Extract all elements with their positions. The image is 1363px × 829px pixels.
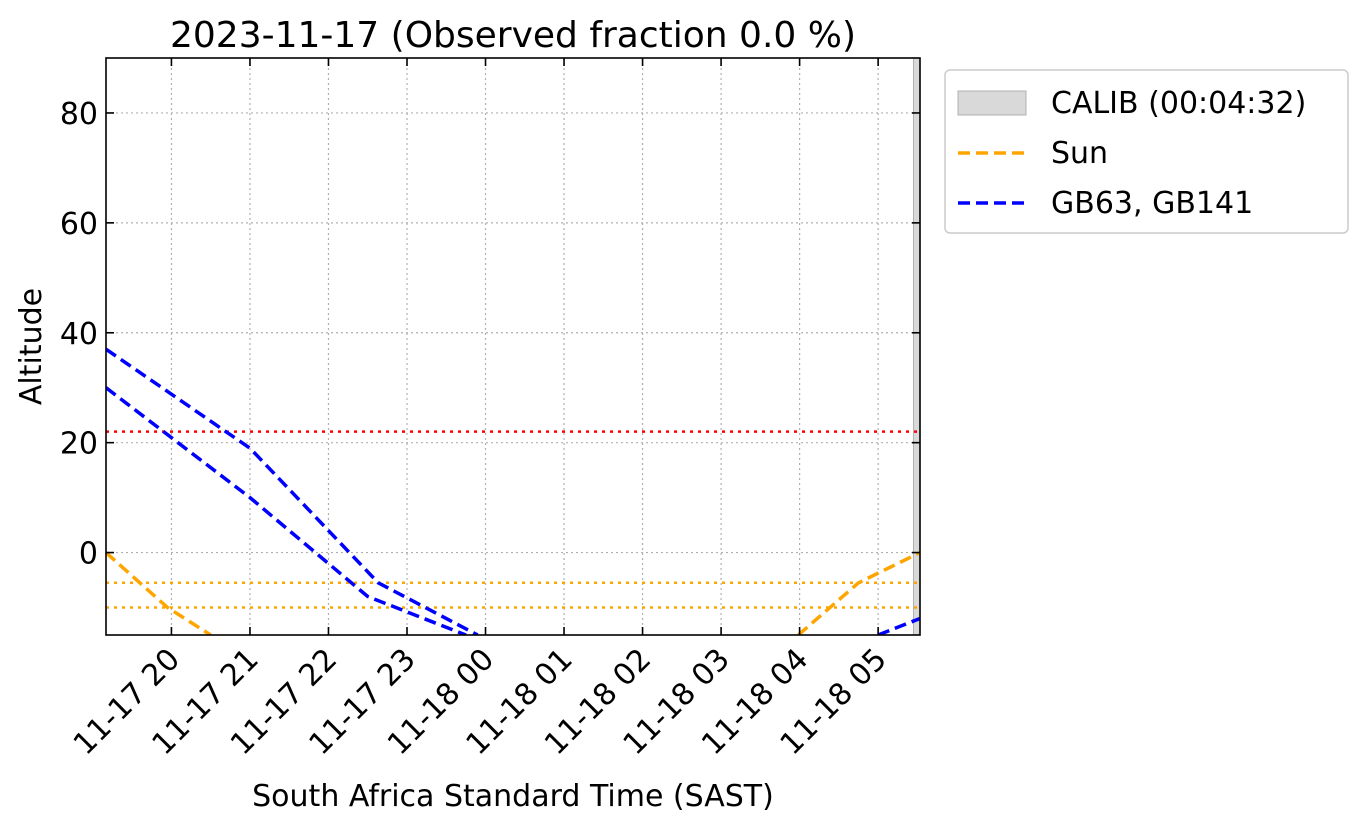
legend: CALIB (00:04:32) Sun GB63, GB141	[944, 69, 1349, 234]
y-tick-label: 20	[60, 427, 98, 462]
sun-altitude-line	[797, 551, 920, 635]
x-axis-title: South Africa Standard Time (SAST)	[252, 779, 774, 814]
legend-box	[944, 69, 1349, 234]
y-tick-label: 0	[79, 537, 98, 572]
y-tick-label: 60	[60, 207, 98, 242]
y-axis-title: Altitude	[14, 288, 49, 405]
legend-label: GB63, GB141	[1051, 186, 1253, 221]
y-tick-label: 40	[60, 317, 98, 352]
target-altitude-line	[877, 616, 920, 635]
target-altitude-line	[106, 347, 479, 635]
plot-frame	[105, 57, 921, 636]
calib-span	[912, 58, 920, 635]
chart-title: 2023-11-17 (Observed fraction 0.0 %)	[170, 15, 856, 56]
legend-label: CALIB (00:04:32)	[1051, 86, 1306, 121]
legend-patch-calib	[957, 90, 1027, 116]
target-altitude-line	[106, 386, 467, 635]
legend-label: Sun	[1051, 136, 1108, 171]
sun-altitude-line	[106, 551, 212, 635]
plot-clipped-layer	[106, 58, 920, 635]
y-tick-label: 80	[60, 97, 98, 132]
